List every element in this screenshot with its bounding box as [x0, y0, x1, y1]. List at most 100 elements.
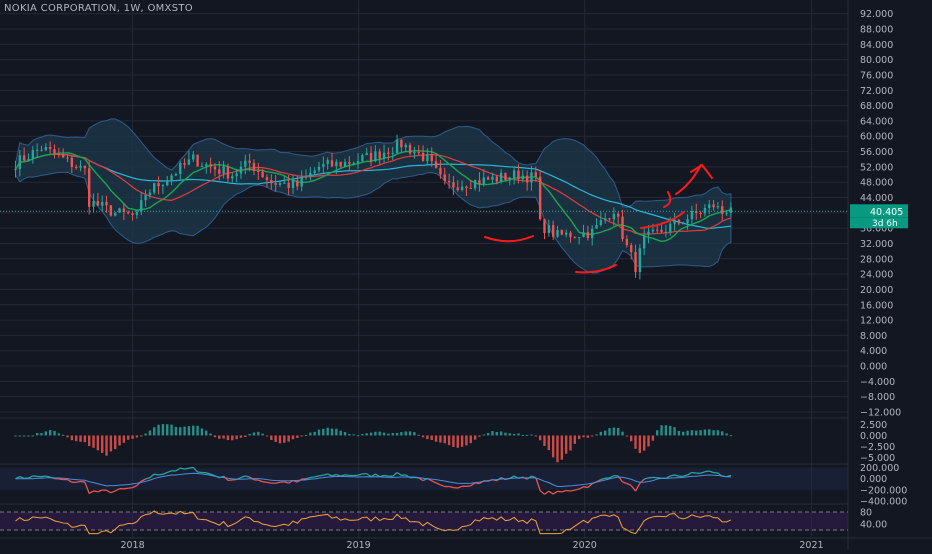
candle-body [652, 230, 654, 232]
macd-bar [452, 435, 454, 447]
macd-bar [214, 435, 216, 437]
candle-body [604, 218, 606, 220]
candle-body [235, 174, 237, 177]
candle-body [300, 178, 302, 187]
macd-bar [123, 435, 125, 442]
macd-bar [84, 435, 86, 442]
candle-body [71, 158, 73, 167]
candle-body [556, 230, 558, 237]
time-tick-label: 2018 [120, 540, 144, 550]
macd-bar [669, 426, 671, 436]
candle-body [465, 187, 467, 188]
macd-bar [331, 429, 333, 436]
cci-tick-label: −200.000 [860, 485, 907, 496]
macd-bar [335, 429, 337, 436]
candle-body [322, 164, 324, 167]
macd-bar [248, 434, 250, 436]
candle-body [626, 239, 628, 245]
cci-segment [159, 474, 163, 475]
macd-bar [88, 435, 90, 446]
macd-bar [513, 434, 515, 436]
macd-bar [300, 435, 302, 436]
macd-bar [227, 435, 229, 440]
cci-segment [46, 476, 50, 477]
candle-body [248, 161, 250, 163]
candle-body [170, 175, 172, 180]
candle-body [656, 230, 658, 231]
candle-body [413, 152, 415, 153]
macd-bar [730, 435, 732, 436]
cci-segment [692, 472, 696, 473]
macd-bar [660, 425, 662, 435]
macd-bar [387, 434, 389, 436]
macd-bar [699, 430, 701, 435]
candle-body [717, 206, 719, 207]
candle-body [513, 170, 515, 177]
macd-bar [426, 435, 428, 439]
macd-bar [483, 434, 485, 435]
candle-body [153, 183, 155, 192]
candle-body [491, 177, 493, 180]
cci-segment [124, 488, 128, 489]
candle-body [552, 225, 554, 237]
price-tick-label: 76.000 [860, 70, 893, 81]
price-tick-label: 32.000 [860, 239, 893, 250]
candle-body [227, 166, 229, 178]
macd-bar [418, 435, 420, 436]
candle-body [53, 149, 55, 154]
price-tick-label: 64.000 [860, 116, 893, 127]
candle-body [296, 180, 298, 186]
cci-segment [345, 475, 349, 476]
cci-segment [81, 482, 85, 483]
macd-bar [105, 435, 107, 455]
candle-body [569, 233, 571, 238]
macd-bar [19, 435, 21, 436]
candle-body [682, 223, 684, 224]
cci-segment [570, 490, 574, 491]
candle-body [522, 176, 524, 180]
candle-body [526, 176, 528, 183]
candle-body [339, 162, 341, 167]
macd-bar [556, 435, 558, 462]
macd-bar [725, 433, 727, 435]
candle-body [565, 233, 567, 235]
candle-body [192, 155, 194, 160]
macd-bar [665, 425, 667, 435]
candle-body [370, 153, 372, 161]
candle-body [673, 220, 675, 224]
macd-bar [14, 435, 16, 436]
candle-body [617, 214, 619, 217]
macd-bar [366, 433, 368, 435]
candle-body [97, 201, 99, 206]
macd-bar [222, 435, 224, 438]
macd-bar [175, 427, 177, 435]
macd-bar [279, 435, 281, 443]
candle-body [344, 162, 346, 167]
candle-body [270, 180, 272, 183]
price-tick-label: 60.000 [860, 132, 893, 143]
candle-body [699, 213, 701, 214]
candle-body [591, 229, 593, 238]
macd-bar [313, 432, 315, 436]
candle-body [40, 150, 42, 151]
candle-body [110, 205, 112, 215]
price-tick-label: 0.000 [860, 362, 887, 373]
candle-body [669, 224, 671, 232]
macd-bar [470, 435, 472, 443]
cci-segment [319, 475, 323, 476]
candle-body [461, 187, 463, 191]
candle-body [326, 160, 328, 164]
candle-body [504, 173, 506, 180]
candle-body [214, 167, 216, 170]
candle-body [313, 170, 315, 172]
price-tick-label: 68.000 [860, 101, 893, 112]
candle-body [647, 231, 649, 235]
candle-body [348, 162, 350, 164]
macd-tick-label: 2.500 [860, 420, 887, 431]
candle-body [27, 159, 29, 161]
macd-bar [396, 433, 398, 435]
macd-bar [244, 435, 246, 437]
candle-body [712, 204, 714, 207]
